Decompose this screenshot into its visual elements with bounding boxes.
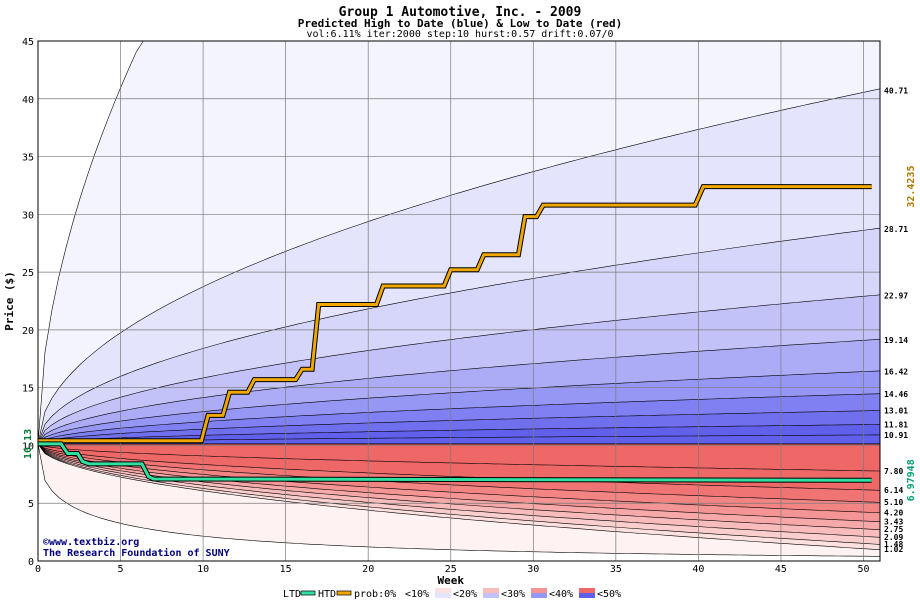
low-quantile-line-3 bbox=[37, 443, 881, 538]
legend: LTD HTD prob:0% <10% <20% <30% <40% <50% bbox=[283, 588, 621, 600]
y-tick-label: 5 bbox=[28, 499, 34, 510]
low-quantile-line-0 bbox=[37, 443, 881, 557]
x-tick-label: 10 bbox=[197, 564, 209, 575]
credit-foundation: The Research Foundation of SUNY bbox=[43, 547, 230, 559]
ltd-final-value-label: 6.97948 bbox=[906, 459, 917, 501]
legend-ltd-label: LTD bbox=[283, 589, 301, 600]
legend-band-label: <50% bbox=[597, 589, 621, 600]
low-quantile-line-8 bbox=[37, 443, 881, 491]
chart-title: Group 1 Automotive, Inc. - 2009 bbox=[339, 5, 582, 20]
legend-band-swatch-blue bbox=[435, 593, 451, 598]
x-tick-label: 45 bbox=[775, 564, 787, 575]
legend-band-swatch-red bbox=[483, 588, 499, 593]
chart-params: vol:6.11% iter:2000 step:10 hurst:0.57 d… bbox=[306, 29, 613, 40]
high-quantile-line-7 bbox=[37, 410, 881, 445]
htd-final-value-label: 32.4235 bbox=[906, 166, 917, 208]
high-quantile-line-1 bbox=[37, 88, 881, 444]
low-quantile-line-1 bbox=[37, 443, 881, 550]
high-end-label: 19.14 bbox=[884, 336, 908, 345]
legend-band-label: <30% bbox=[501, 589, 525, 600]
high-end-label: 22.97 bbox=[884, 292, 908, 301]
low-end-label: 2.75 bbox=[884, 525, 903, 534]
high-end-label: 10.91 bbox=[884, 431, 908, 440]
high-quantile-line-3 bbox=[37, 294, 881, 445]
y-tick-label: 35 bbox=[22, 153, 34, 164]
high-quantile-line-2 bbox=[37, 227, 881, 445]
low-quantile-line-7 bbox=[37, 443, 881, 503]
y-tick-label: 45 bbox=[22, 37, 34, 48]
high-end-label: 28.71 bbox=[884, 225, 908, 234]
y-tick-label: 0 bbox=[28, 557, 34, 568]
low-quantile-line-2 bbox=[37, 443, 881, 545]
legend-band-swatch-blue bbox=[579, 593, 595, 598]
low-end-label: 6.14 bbox=[884, 486, 903, 495]
legend-band-swatch-red bbox=[435, 588, 451, 593]
high-end-label: 11.81 bbox=[884, 421, 908, 430]
low-end-label: 2.09 bbox=[884, 533, 903, 542]
x-axis-label: Week bbox=[437, 574, 464, 587]
x-tick-label: 25 bbox=[445, 564, 457, 575]
low-quantile-line-5 bbox=[37, 443, 881, 522]
legend-band-swatch-red bbox=[531, 588, 547, 593]
x-tick-label: 0 bbox=[35, 564, 41, 575]
low-quantile-line-9 bbox=[37, 443, 881, 472]
low-end-label: 7.80 bbox=[884, 467, 903, 476]
low-band-9 bbox=[38, 443, 880, 471]
htd-series-line bbox=[38, 185, 872, 443]
high-quantile-line-5 bbox=[37, 370, 881, 445]
y-tick-label: 10 bbox=[22, 441, 34, 452]
x-tick-label: 15 bbox=[280, 564, 292, 575]
legend-band-swatch-red bbox=[579, 588, 595, 593]
x-tick-label: 30 bbox=[527, 564, 539, 575]
legend-band-label: <40% bbox=[549, 589, 573, 600]
chart-marks bbox=[38, 184, 872, 483]
legend-band-swatch-blue bbox=[531, 593, 547, 598]
y-tick-label: 30 bbox=[22, 210, 34, 221]
legend-ltd-swatch bbox=[300, 590, 316, 596]
legend-prob-label: prob:0% bbox=[354, 589, 396, 600]
legend-htd-label: HTD bbox=[318, 589, 336, 600]
high-quantile-line-6 bbox=[37, 393, 881, 445]
x-tick-label: 35 bbox=[610, 564, 622, 575]
low-end-label: 4.20 bbox=[884, 508, 903, 517]
high-end-label: 14.46 bbox=[884, 390, 908, 399]
high-quantile-line-8 bbox=[37, 424, 881, 445]
high-end-label: 13.01 bbox=[884, 407, 908, 416]
plot-area bbox=[37, 40, 881, 562]
high-quantile-line-4 bbox=[37, 339, 881, 445]
plot-frame bbox=[37, 40, 881, 562]
high-end-label: 16.42 bbox=[884, 367, 908, 376]
y-axis-label: Price ($) bbox=[3, 271, 16, 331]
y-tick-label: 40 bbox=[22, 95, 34, 106]
low-end-label: 1.02 bbox=[884, 545, 903, 554]
credit-website: ©www.textbiz.org bbox=[43, 536, 139, 548]
ltd-series-line bbox=[38, 442, 872, 482]
start-price-label: 10.13 bbox=[23, 429, 34, 459]
x-tick-label: 5 bbox=[118, 564, 124, 575]
high-end-label: 40.71 bbox=[884, 87, 908, 96]
x-tick-label: 40 bbox=[692, 564, 704, 575]
low-end-label: 1.48 bbox=[884, 540, 903, 549]
legend-band-label: <10% bbox=[405, 589, 429, 600]
high-band-9 bbox=[38, 434, 880, 444]
low-end-label: 3.43 bbox=[884, 517, 903, 526]
low-end-label: 5.10 bbox=[884, 498, 903, 507]
y-tick-label: 25 bbox=[22, 268, 34, 279]
y-tick-label: 20 bbox=[22, 326, 34, 337]
low-quantile-line-6 bbox=[37, 443, 881, 514]
chart-subtitle: Predicted High to Date (blue) & Low to D… bbox=[298, 17, 623, 30]
x-tick-label: 20 bbox=[362, 564, 374, 575]
y-tick-label: 15 bbox=[22, 384, 34, 395]
legend-band-swatch-blue bbox=[483, 593, 499, 598]
x-tick-label: 50 bbox=[857, 564, 869, 575]
legend-band-label: <20% bbox=[453, 589, 477, 600]
legend-htd-swatch bbox=[336, 590, 352, 596]
axes: 0 5 10 15 20 25 30 35 40 45 50 0 5 10 15 20 25 30 35 40 45 10… bbox=[22, 37, 917, 575]
